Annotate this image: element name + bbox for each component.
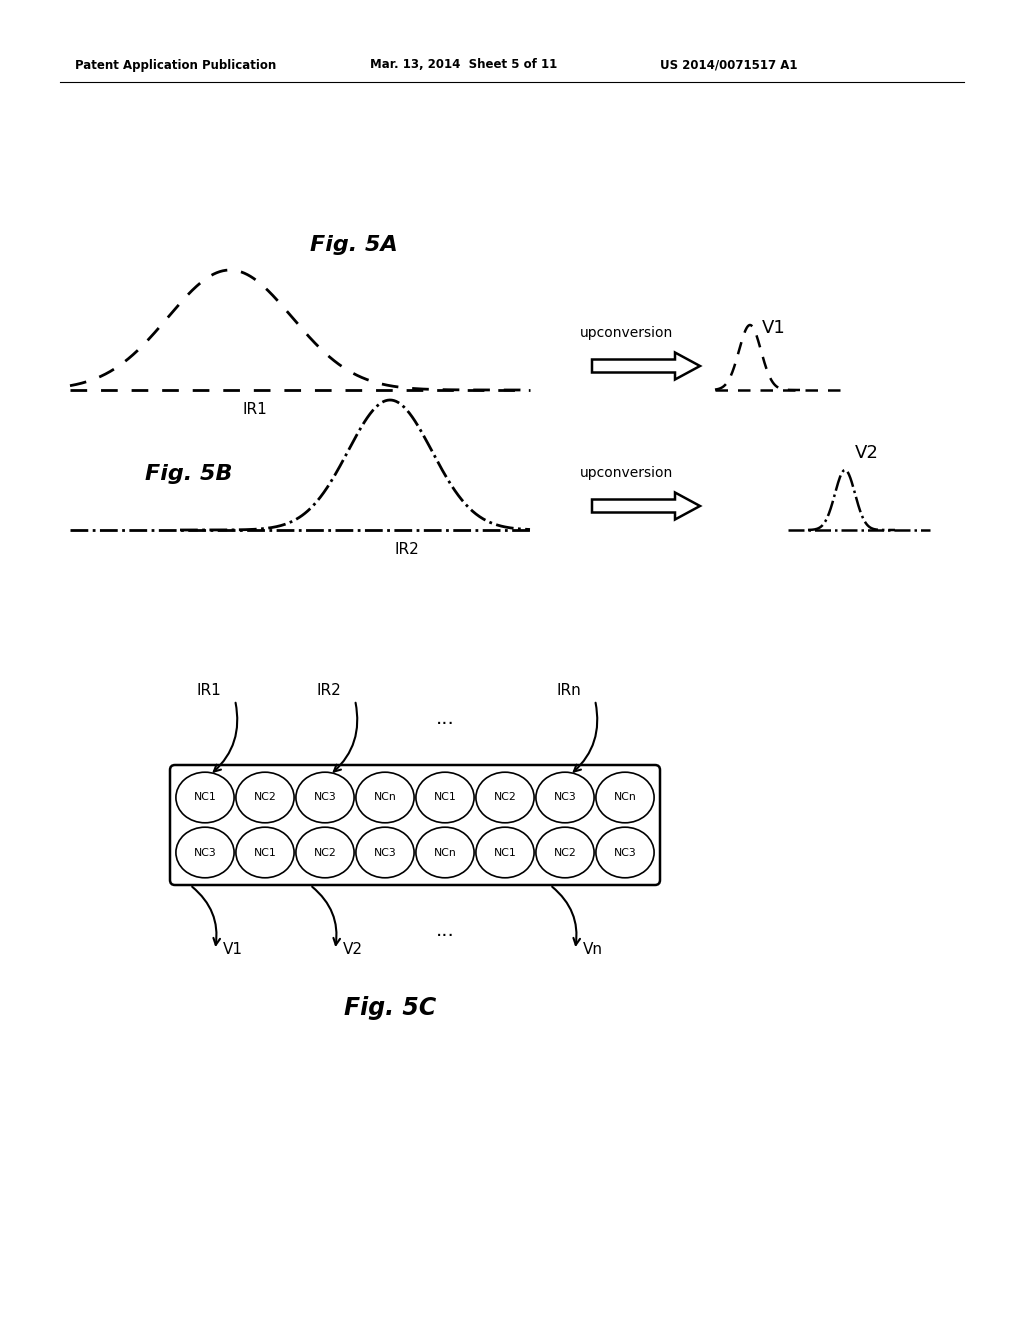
Text: US 2014/0071517 A1: US 2014/0071517 A1 — [660, 58, 798, 71]
Text: V1: V1 — [762, 319, 785, 337]
Text: IR2: IR2 — [395, 543, 420, 557]
Text: V2: V2 — [343, 942, 362, 957]
FancyArrowPatch shape — [573, 702, 597, 772]
Ellipse shape — [356, 828, 414, 878]
Text: NC2: NC2 — [494, 792, 516, 803]
Text: NC2: NC2 — [313, 847, 336, 858]
Text: ...: ... — [435, 920, 455, 940]
Text: NC2: NC2 — [254, 792, 276, 803]
Polygon shape — [592, 492, 700, 520]
Text: Fig. 5C: Fig. 5C — [344, 997, 436, 1020]
Ellipse shape — [596, 828, 654, 878]
Ellipse shape — [236, 772, 294, 822]
Text: V1: V1 — [223, 942, 243, 957]
Ellipse shape — [296, 772, 354, 822]
Text: NCn: NCn — [374, 792, 396, 803]
FancyBboxPatch shape — [170, 766, 660, 884]
Text: ...: ... — [435, 709, 455, 727]
Ellipse shape — [476, 772, 535, 822]
Text: upconversion: upconversion — [580, 466, 673, 480]
FancyArrowPatch shape — [214, 702, 238, 772]
Text: V2: V2 — [855, 444, 879, 462]
FancyArrowPatch shape — [312, 887, 340, 945]
Text: Fig. 5B: Fig. 5B — [145, 465, 232, 484]
Ellipse shape — [236, 828, 294, 878]
Text: NCn: NCn — [433, 847, 457, 858]
Ellipse shape — [296, 828, 354, 878]
Text: NC1: NC1 — [194, 792, 216, 803]
Text: NC3: NC3 — [194, 847, 216, 858]
Text: IR2: IR2 — [317, 682, 342, 698]
Text: NC3: NC3 — [613, 847, 636, 858]
Text: NC2: NC2 — [554, 847, 577, 858]
Text: upconversion: upconversion — [580, 326, 673, 341]
FancyArrowPatch shape — [334, 702, 357, 772]
Text: NC3: NC3 — [374, 847, 396, 858]
Ellipse shape — [356, 772, 414, 822]
Ellipse shape — [176, 828, 234, 878]
Polygon shape — [592, 352, 700, 380]
Ellipse shape — [536, 828, 594, 878]
Text: IR1: IR1 — [242, 403, 266, 417]
Text: NC1: NC1 — [494, 847, 516, 858]
Text: Vn: Vn — [583, 942, 603, 957]
Ellipse shape — [176, 772, 234, 822]
Text: Fig. 5A: Fig. 5A — [310, 235, 397, 255]
FancyArrowPatch shape — [552, 887, 580, 945]
Ellipse shape — [476, 828, 535, 878]
Text: NC1: NC1 — [433, 792, 457, 803]
Text: NC1: NC1 — [254, 847, 276, 858]
FancyArrowPatch shape — [193, 887, 220, 945]
Text: Mar. 13, 2014  Sheet 5 of 11: Mar. 13, 2014 Sheet 5 of 11 — [370, 58, 557, 71]
Ellipse shape — [536, 772, 594, 822]
Text: NCn: NCn — [613, 792, 636, 803]
Ellipse shape — [416, 772, 474, 822]
Text: Patent Application Publication: Patent Application Publication — [75, 58, 276, 71]
Text: IR1: IR1 — [197, 682, 222, 698]
Text: NC3: NC3 — [313, 792, 336, 803]
Text: IRn: IRn — [557, 682, 582, 698]
Ellipse shape — [596, 772, 654, 822]
Text: NC3: NC3 — [554, 792, 577, 803]
Ellipse shape — [416, 828, 474, 878]
